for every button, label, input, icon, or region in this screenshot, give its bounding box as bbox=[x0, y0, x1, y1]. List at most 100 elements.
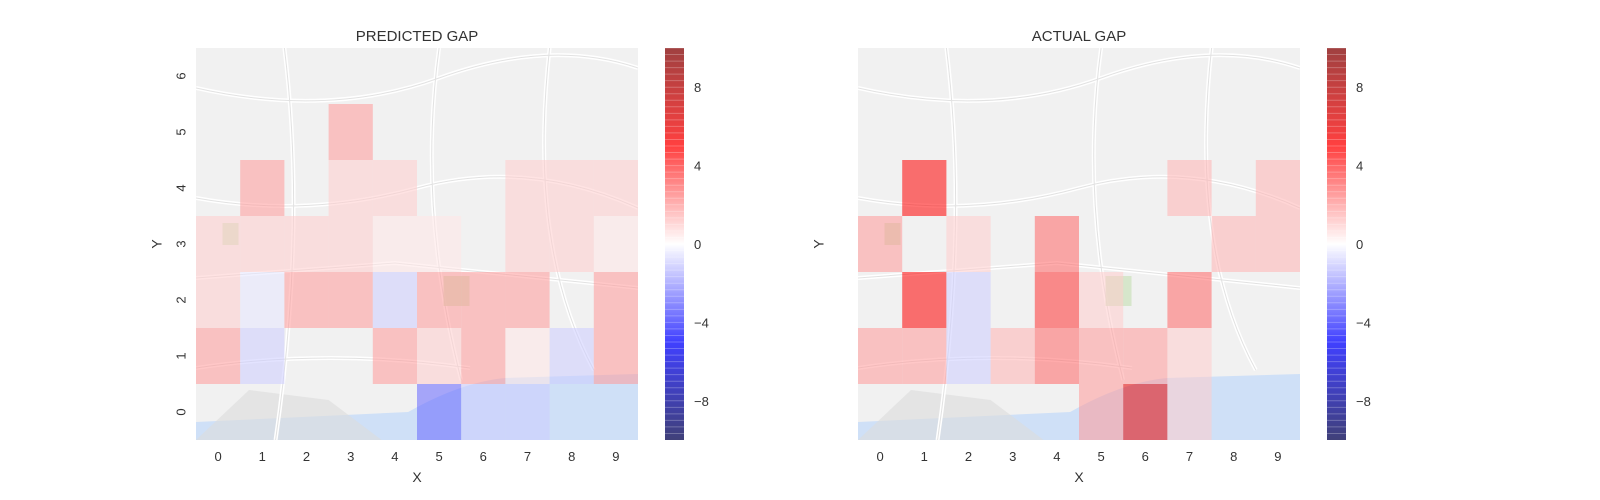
heatmap-cell bbox=[461, 272, 506, 328]
heatmap-cell bbox=[372, 328, 417, 384]
colorbar bbox=[1327, 48, 1346, 440]
x-tick-label: 2 bbox=[303, 449, 310, 464]
heatmap-cell bbox=[1123, 328, 1168, 384]
terrain bbox=[196, 390, 382, 440]
x-axis-label: X bbox=[412, 469, 422, 485]
heatmap-cell bbox=[417, 384, 462, 440]
x-tick-label: 4 bbox=[1053, 449, 1060, 464]
heatmap-cell bbox=[240, 328, 285, 384]
heatmap-cell bbox=[505, 328, 550, 384]
heatmap-cell bbox=[902, 160, 947, 216]
x-tick-label: 6 bbox=[480, 449, 487, 464]
heatmap-cell bbox=[549, 160, 594, 216]
colorbar-tick-label: −4 bbox=[1356, 315, 1371, 330]
heatmap-cell bbox=[240, 160, 285, 216]
heatmap-cell bbox=[240, 272, 285, 328]
heatmap-cell bbox=[593, 216, 638, 272]
heatmap-cell bbox=[946, 272, 991, 328]
heatmap-cell bbox=[196, 216, 241, 272]
x-tick-label: 7 bbox=[524, 449, 531, 464]
heatmap-cell bbox=[505, 216, 550, 272]
x-tick-label: 2 bbox=[965, 449, 972, 464]
heatmap-cell bbox=[858, 216, 903, 272]
x-tick-label: 0 bbox=[876, 449, 883, 464]
heatmap-cell bbox=[1167, 384, 1212, 440]
heatmap-cell bbox=[417, 328, 462, 384]
heatmap-cell bbox=[1034, 328, 1079, 384]
heatmap-panel-1: ACTUAL GAP 0 1 2 3 4 5 6 7 8 9 X Y 8 4 0 −4 −8 bbox=[811, 28, 1371, 485]
colorbar-tick-label: 4 bbox=[694, 159, 701, 174]
heatmap-cell bbox=[990, 328, 1035, 384]
x-tick-label: 8 bbox=[1230, 449, 1237, 464]
chart-title: PREDICTED GAP bbox=[356, 28, 479, 45]
heatmap-cells bbox=[858, 160, 1300, 440]
x-tick-label: 5 bbox=[435, 449, 442, 464]
heatmap-cell bbox=[1167, 328, 1212, 384]
road-edge bbox=[196, 54, 638, 102]
colorbar-tick-label: −8 bbox=[1356, 394, 1371, 409]
x-tick-label: 9 bbox=[1274, 449, 1281, 464]
heatmap-cell bbox=[372, 160, 417, 216]
heatmap-cell bbox=[1034, 272, 1079, 328]
y-axis-label: Y bbox=[149, 239, 165, 249]
x-tick-label: 5 bbox=[1097, 449, 1104, 464]
heatmap-cell bbox=[372, 216, 417, 272]
y-tick-label: 0 bbox=[173, 408, 188, 415]
terrain bbox=[858, 390, 1044, 440]
heatmap-cell bbox=[461, 384, 506, 440]
colorbar-tick-label: 0 bbox=[694, 237, 701, 252]
heatmap-cell bbox=[593, 328, 638, 384]
heatmap-cell bbox=[461, 328, 506, 384]
x-tick-label: 1 bbox=[921, 449, 928, 464]
y-tick-label: 4 bbox=[173, 184, 188, 191]
heatmap-cell bbox=[1079, 328, 1124, 384]
heatmap-cell bbox=[1123, 384, 1168, 440]
x-tick-label: 3 bbox=[1009, 449, 1016, 464]
heatmap-cell bbox=[196, 272, 241, 328]
colorbar-tick-label: 0 bbox=[1356, 237, 1363, 252]
heatmap-cell bbox=[1167, 160, 1212, 216]
heatmap-cell bbox=[1034, 216, 1079, 272]
heatmap-cell bbox=[902, 328, 947, 384]
colorbar-tick-label: −8 bbox=[694, 394, 709, 409]
x-tick-label: 0 bbox=[214, 449, 221, 464]
heatmap-cells bbox=[196, 104, 638, 440]
heatmap-cell bbox=[946, 216, 991, 272]
heatmap-cell bbox=[240, 216, 285, 272]
heatmap-cell bbox=[284, 272, 329, 328]
colorbar bbox=[665, 48, 684, 440]
heatmap-cell bbox=[1255, 160, 1300, 216]
y-tick-label: 3 bbox=[173, 240, 188, 247]
heatmap-cell bbox=[1211, 216, 1256, 272]
y-tick-label: 1 bbox=[173, 352, 188, 359]
heatmap-cell bbox=[505, 160, 550, 216]
y-tick-label: 2 bbox=[173, 296, 188, 303]
y-axis-label: Y bbox=[811, 239, 827, 249]
heatmap-cell bbox=[505, 272, 550, 328]
heatmap-cell bbox=[417, 272, 462, 328]
x-tick-label: 8 bbox=[568, 449, 575, 464]
heatmap-cell bbox=[196, 328, 241, 384]
heatmap-cell bbox=[1255, 216, 1300, 272]
x-tick-label: 6 bbox=[1142, 449, 1149, 464]
heatmap-cell bbox=[902, 272, 947, 328]
road-edge bbox=[858, 54, 1300, 102]
heatmap-cell bbox=[284, 216, 329, 272]
x-tick-label: 7 bbox=[1186, 449, 1193, 464]
heatmap-cell bbox=[549, 216, 594, 272]
heatmap-cell bbox=[858, 328, 903, 384]
colorbar-tick-label: 8 bbox=[1356, 80, 1363, 95]
heatmap-cell bbox=[593, 272, 638, 328]
colorbar-tick-label: −4 bbox=[694, 315, 709, 330]
heatmap-cell bbox=[593, 160, 638, 216]
heatmap-cell bbox=[1079, 384, 1124, 440]
heatmap-cell bbox=[1167, 272, 1212, 328]
heatmap-cell bbox=[328, 272, 373, 328]
heatmap-cell bbox=[328, 160, 373, 216]
heatmap-cell bbox=[1079, 272, 1124, 328]
x-tick-label: 4 bbox=[391, 449, 398, 464]
x-axis-label: X bbox=[1074, 469, 1084, 485]
x-tick-label: 9 bbox=[612, 449, 619, 464]
y-tick-label: 5 bbox=[173, 128, 188, 135]
